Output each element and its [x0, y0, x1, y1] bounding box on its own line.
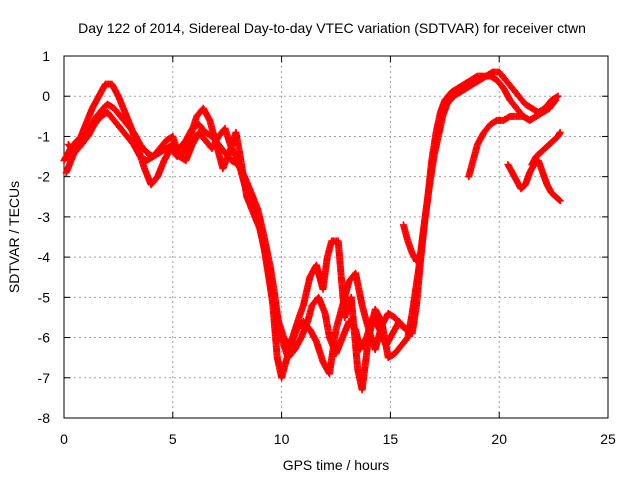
x-tick-label: 15 — [383, 431, 399, 447]
data-point — [556, 197, 564, 205]
y-tick-label: -6 — [38, 330, 51, 346]
x-tick-label: 0 — [60, 431, 68, 447]
y-tick-label: -3 — [38, 209, 51, 225]
x-tick-label: 20 — [491, 431, 507, 447]
chart-title: Day 122 of 2014, Sidereal Day-to-day VTE… — [78, 20, 586, 36]
y-tick-label: -5 — [38, 289, 51, 305]
data-point — [554, 92, 562, 100]
data-point — [555, 196, 563, 204]
x-tick-label: 10 — [274, 431, 290, 447]
y-tick-label: -7 — [38, 370, 51, 386]
data-point — [556, 128, 564, 136]
y-tick-label: -4 — [38, 249, 51, 265]
data-point — [553, 93, 561, 101]
data-point — [544, 105, 552, 113]
y-axis-label: SDTVAR / TECUs — [6, 181, 22, 293]
y-tick-label: 0 — [42, 88, 50, 104]
data-point — [410, 317, 418, 325]
data-markers — [60, 68, 564, 394]
data-point — [551, 98, 559, 106]
x-tick-label: 25 — [600, 431, 616, 447]
data-point — [552, 96, 560, 104]
y-tick-label: -1 — [38, 128, 51, 144]
y-tick-label: 1 — [42, 48, 50, 64]
data-point — [417, 249, 425, 257]
grid-lines — [64, 56, 608, 418]
data-point — [409, 319, 417, 327]
x-axis-label: GPS time / hours — [283, 457, 390, 473]
x-tick-label: 5 — [169, 431, 177, 447]
plot-frame — [63, 55, 609, 419]
y-tick-label: -2 — [38, 169, 51, 185]
data-point — [545, 104, 553, 112]
y-tick-label: -8 — [38, 410, 51, 426]
